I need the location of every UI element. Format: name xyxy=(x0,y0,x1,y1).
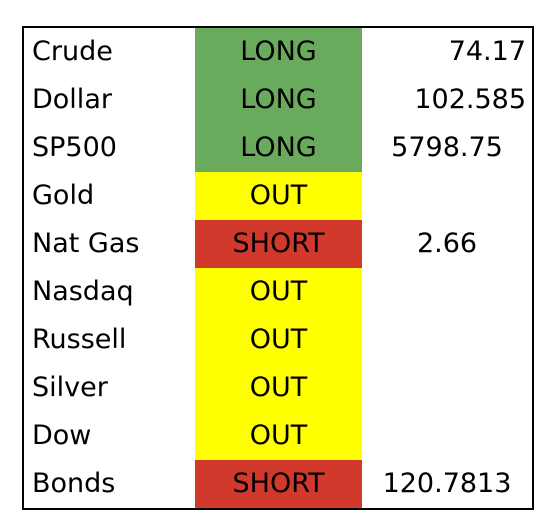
table-row: Nat Gas SHORT 2.66 xyxy=(24,220,532,268)
instrument-name: SP500 xyxy=(32,132,117,163)
price-cell xyxy=(362,364,532,412)
signal-cell: LONG xyxy=(195,76,362,124)
instrument-name: Crude xyxy=(32,36,113,67)
signal-cell: OUT xyxy=(195,268,362,316)
price-cell: 2.66 xyxy=(416,228,478,259)
table-row: Nasdaq OUT xyxy=(24,268,532,316)
table-row: Dow OUT xyxy=(24,412,532,460)
instrument-name: Dow xyxy=(32,420,92,451)
signal-cell: OUT xyxy=(195,412,362,460)
price-cell: 74.17 xyxy=(448,36,526,67)
signal-cell: LONG xyxy=(195,124,362,172)
instrument-name: Russell xyxy=(32,324,127,355)
signal-cell: OUT xyxy=(195,364,362,412)
instrument-name: Nasdaq xyxy=(32,276,134,307)
instrument-name: Nat Gas xyxy=(32,228,140,259)
signal-cell: LONG xyxy=(195,28,362,76)
signal-cell: SHORT xyxy=(195,460,362,508)
table-row: Russell OUT xyxy=(24,316,532,364)
table-row: Dollar LONG 102.585 xyxy=(24,76,532,124)
instrument-name: Silver xyxy=(32,372,108,403)
signal-cell: OUT xyxy=(195,172,362,220)
instrument-name: Bonds xyxy=(32,468,116,499)
signal-table: Crude LONG 74.17 Dollar LONG 102.585 SP500 LONG… xyxy=(22,26,534,510)
instrument-name: Gold xyxy=(32,180,95,211)
price-cell xyxy=(362,316,532,364)
table-row: Crude LONG 74.17 xyxy=(24,28,532,76)
price-cell xyxy=(362,172,532,220)
price-cell: 5798.75 xyxy=(391,132,503,163)
signal-cell: OUT xyxy=(195,316,362,364)
signal-cell: SHORT xyxy=(195,220,362,268)
table-row: Silver OUT xyxy=(24,364,532,412)
price-cell: 120.7813 xyxy=(382,468,512,499)
table-row: Gold OUT xyxy=(24,172,532,220)
table-row: SP500 LONG 5798.75 xyxy=(24,124,532,172)
price-cell xyxy=(362,412,532,460)
price-cell: 102.585 xyxy=(414,84,526,115)
price-cell xyxy=(362,268,532,316)
instrument-name: Dollar xyxy=(32,84,112,115)
table-row: Bonds SHORT 120.7813 xyxy=(24,460,532,508)
